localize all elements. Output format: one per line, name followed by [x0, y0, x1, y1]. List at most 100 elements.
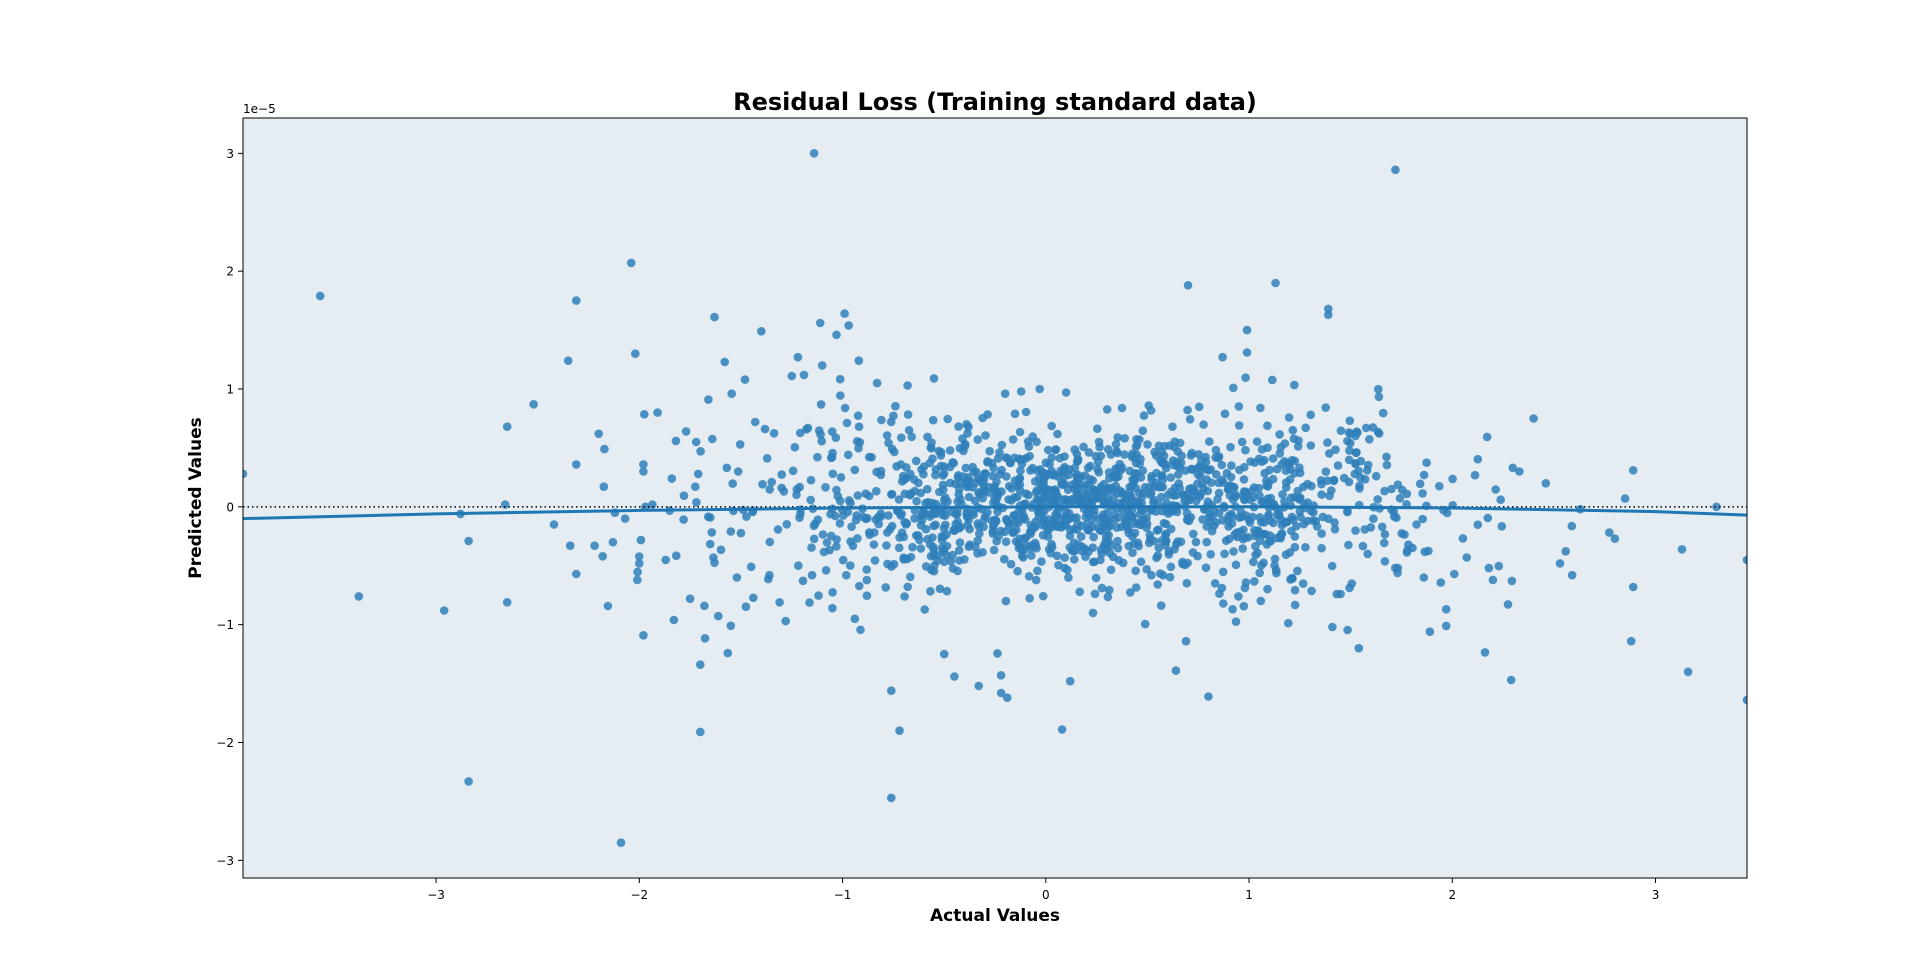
scatter-point — [1142, 565, 1151, 574]
scatter-point — [1178, 490, 1188, 500]
scatter-point — [1157, 447, 1167, 457]
scatter-point — [993, 649, 1002, 658]
scatter-point — [767, 477, 776, 487]
scatter-point — [1395, 494, 1405, 503]
scatter-point — [926, 443, 936, 452]
scatter-point — [1169, 460, 1178, 470]
scatter-point — [1147, 471, 1156, 481]
scatter-point — [1352, 448, 1361, 457]
scatter-point — [1280, 439, 1290, 448]
scatter-point — [1541, 479, 1551, 488]
scatter-point — [1260, 518, 1269, 527]
scatter-point — [1529, 414, 1538, 423]
scatter-point — [846, 537, 855, 546]
scatter-point — [1255, 568, 1264, 578]
scatter-point — [1139, 411, 1149, 420]
scatter-point — [707, 528, 717, 537]
scatter-point — [1290, 469, 1299, 478]
scatter-point — [978, 413, 987, 423]
scatter-point — [765, 537, 775, 547]
scatter-point — [1000, 554, 1009, 564]
scatter-point — [1250, 577, 1259, 586]
y-tick-label: 1 — [226, 383, 234, 397]
scatter-point — [565, 541, 575, 550]
scatter-point — [926, 587, 935, 596]
scatter-point — [958, 434, 967, 443]
scatter-point — [909, 475, 919, 484]
scatter-point — [1324, 310, 1333, 320]
scatter-point — [1290, 542, 1300, 552]
scatter-point — [869, 540, 879, 549]
scatter-point — [1391, 165, 1400, 175]
scatter-point — [906, 489, 916, 498]
scatter-point — [1103, 592, 1113, 602]
scatter-point — [1393, 480, 1403, 490]
scatter-point — [947, 507, 956, 517]
scatter-point — [1239, 475, 1249, 484]
scatter-point — [1345, 583, 1354, 593]
scatter-point — [1128, 497, 1137, 507]
scatter-point — [603, 601, 613, 611]
scatter-point — [1301, 543, 1310, 552]
scatter-point — [1131, 583, 1141, 592]
scatter-point — [1515, 467, 1524, 476]
scatter-point — [1175, 438, 1185, 448]
scatter-point — [1126, 588, 1135, 597]
scatter-point — [963, 520, 972, 530]
scatter-point — [1229, 482, 1239, 492]
y-tick-label: −3 — [216, 854, 234, 868]
scatter-point — [894, 543, 904, 553]
scatter-point — [918, 507, 928, 516]
scatter-point — [926, 551, 936, 561]
scatter-point — [1024, 572, 1034, 581]
scatter-point — [1351, 431, 1360, 441]
scatter-point — [1257, 457, 1267, 467]
scatter-point — [1236, 507, 1246, 517]
scatter-point — [1344, 477, 1354, 487]
scatter-point — [827, 427, 837, 436]
scatter-point — [1228, 512, 1237, 521]
scatter-point — [1281, 550, 1291, 559]
scatter-point — [838, 555, 848, 565]
scatter-point — [1268, 375, 1277, 385]
scatter-point — [1051, 445, 1060, 455]
scatter-point — [1136, 557, 1146, 567]
scatter-point — [1094, 468, 1104, 477]
x-tick-label: −2 — [630, 888, 648, 902]
scatter-point — [1404, 540, 1413, 549]
scatter-point — [1298, 579, 1308, 588]
scatter-point — [1290, 493, 1299, 502]
scatter-point — [1620, 494, 1630, 503]
scatter-point — [1610, 534, 1620, 543]
scatter-point — [919, 462, 929, 471]
scatter-point — [835, 374, 845, 384]
scatter-point — [1202, 537, 1211, 547]
scatter-point — [1262, 481, 1271, 490]
scatter-point — [1491, 485, 1500, 494]
scatter-point — [887, 793, 896, 803]
scatter-point — [1057, 725, 1067, 734]
scatter-point — [1271, 565, 1281, 575]
scatter-point — [1166, 473, 1176, 482]
scatter-point — [964, 476, 974, 486]
scatter-point — [1355, 484, 1364, 493]
scatter-point — [989, 463, 998, 473]
scatter-point — [996, 671, 1006, 680]
scatter-point — [1142, 523, 1151, 533]
scatter-point — [854, 443, 863, 453]
scatter-point — [916, 544, 926, 553]
scatter-point — [1473, 520, 1483, 529]
scatter-point — [1420, 547, 1430, 557]
scatter-point — [1070, 555, 1079, 564]
scatter-point — [502, 598, 512, 607]
scatter-point — [1142, 513, 1151, 522]
scatter-point — [1162, 498, 1171, 508]
scatter-point — [828, 469, 838, 479]
scatter-point — [1712, 502, 1721, 512]
scatter-point — [1199, 420, 1208, 429]
scatter-point — [1351, 526, 1360, 535]
scatter-point — [1059, 495, 1069, 504]
scatter-point — [1113, 536, 1122, 546]
scatter-point — [1041, 496, 1051, 506]
scatter-point — [953, 566, 962, 576]
